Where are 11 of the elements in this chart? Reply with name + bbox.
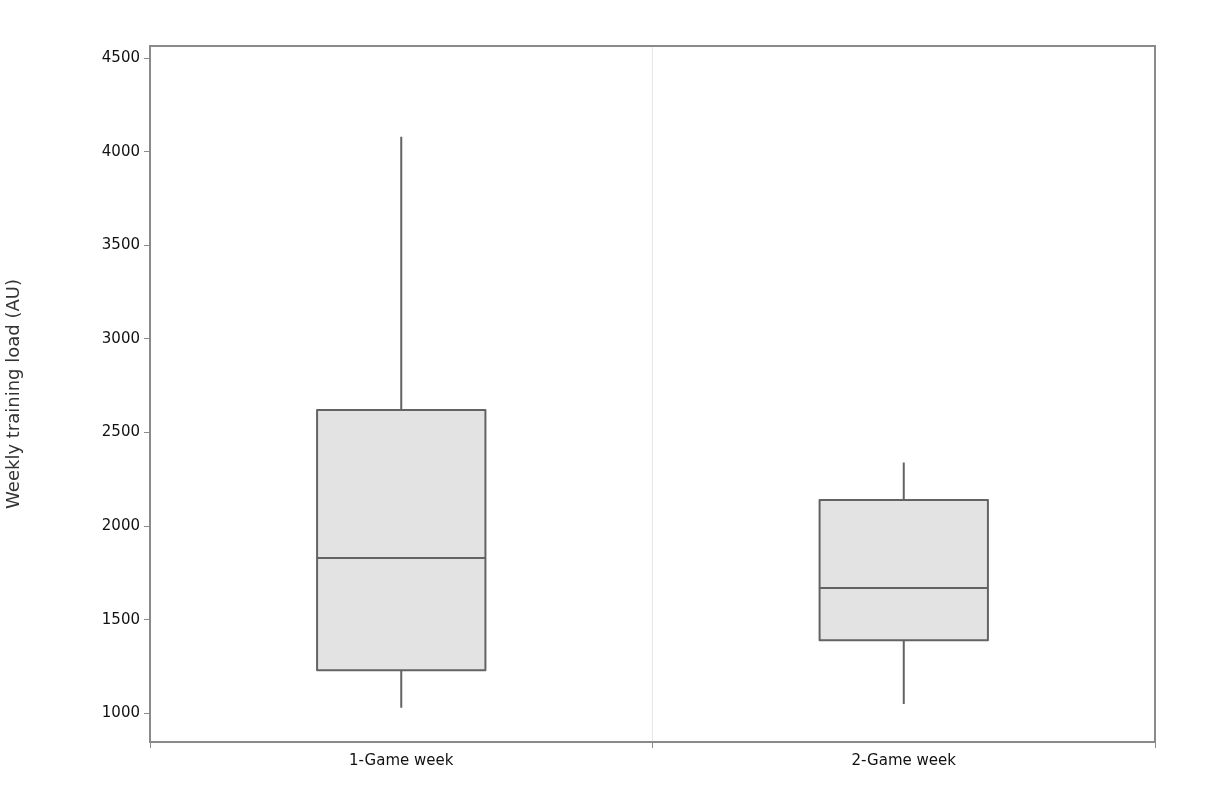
x-tick-label: 2-Game week [851, 750, 957, 769]
y-tick-label: 1000 [101, 703, 140, 722]
y-tick-label: 3500 [101, 235, 140, 254]
y-axis-title: Weekly training load (AU) [2, 279, 24, 509]
y-tick-label: 3000 [101, 328, 140, 347]
x-tick-label: 1-Game week [349, 750, 454, 769]
y-tick-label: 2000 [101, 516, 140, 535]
y-tick-label: 4500 [101, 48, 140, 67]
y-tick-label: 4000 [101, 141, 140, 160]
y-tick-label: 1500 [101, 609, 140, 628]
y-tick-label: 2500 [101, 422, 140, 441]
